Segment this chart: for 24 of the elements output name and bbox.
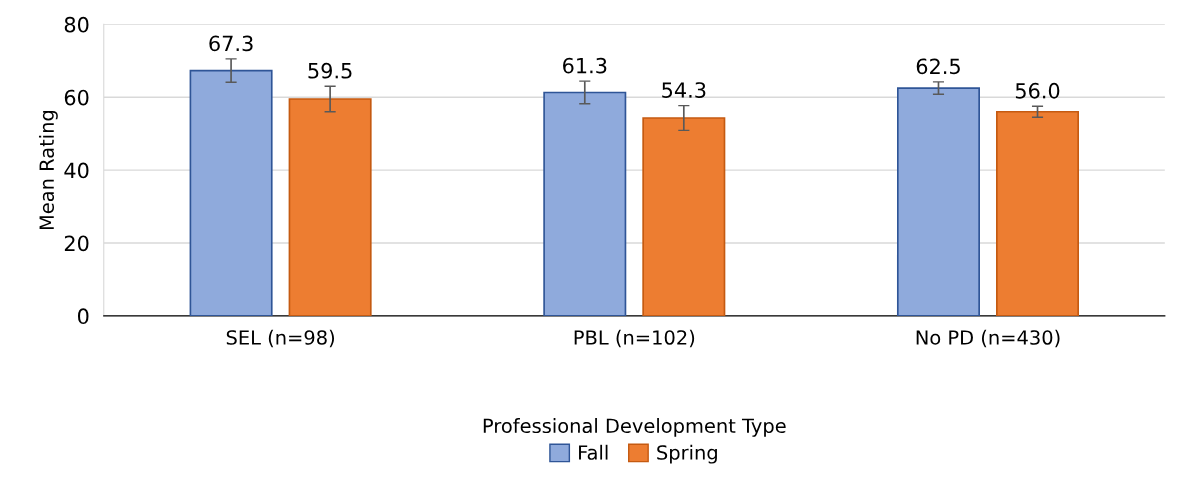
data-label: 61.3 [563, 57, 607, 74]
y-tick-label: 80 [64, 16, 89, 33]
bar [189, 69, 273, 316]
legend-label: Spring [657, 444, 717, 464]
x-tick-label: PBL (n=102) [574, 329, 695, 348]
bar [642, 117, 726, 316]
bar [896, 87, 980, 316]
x-tick-label: SEL (n=98) [226, 329, 335, 348]
data-label: 59.5 [308, 62, 352, 79]
y-tick-label: 20 [64, 235, 89, 252]
data-label: 67.3 [209, 35, 253, 52]
data-label: 62.5 [916, 58, 960, 75]
data-label: 54.3 [662, 82, 706, 98]
y-tick-label: 60 [64, 89, 89, 106]
bar [996, 110, 1080, 316]
y-tick-label: 40 [64, 162, 89, 179]
data-label: 56.0 [1015, 82, 1060, 99]
y-axis-title: Mean Rating [38, 110, 58, 230]
x-axis-title: Professional Development Type [483, 418, 786, 437]
y-tick-label: 0 [77, 308, 89, 325]
bar [288, 98, 372, 316]
x-tick-label: No PD (n=430) [916, 329, 1060, 348]
bar [543, 91, 627, 316]
legend-label: Fall [579, 444, 608, 460]
